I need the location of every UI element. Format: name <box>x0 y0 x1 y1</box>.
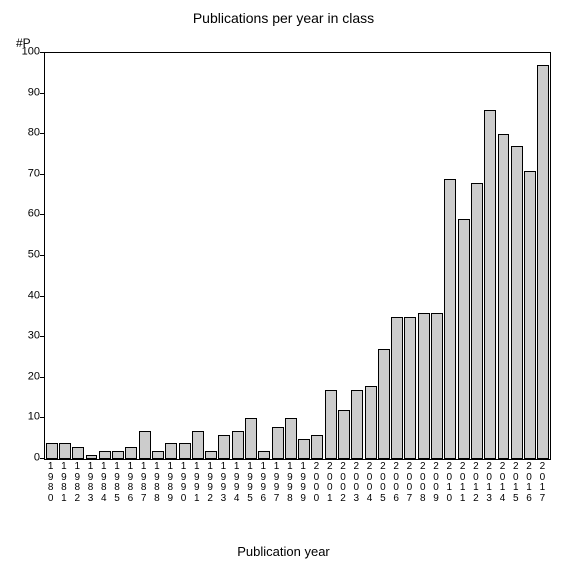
y-tick-label: 10 <box>28 412 40 423</box>
bar <box>298 439 310 459</box>
bar <box>484 110 496 459</box>
y-tick-mark <box>40 377 44 378</box>
bar <box>378 349 390 459</box>
y-axis-ticks: 0102030405060708090100 <box>0 52 44 458</box>
y-tick-mark <box>40 458 44 459</box>
x-tick-label: 2011 <box>457 462 469 504</box>
y-tick-mark <box>40 255 44 256</box>
y-tick-label: 20 <box>28 371 40 382</box>
y-tick-mark <box>40 214 44 215</box>
x-tick-label: 1983 <box>85 462 97 504</box>
y-tick-mark <box>40 133 44 134</box>
bar <box>351 390 363 459</box>
bar <box>537 65 549 459</box>
bar <box>524 171 536 459</box>
x-tick-label: 1991 <box>191 462 203 504</box>
bar <box>431 313 443 459</box>
x-tick-label: 2015 <box>510 462 522 504</box>
y-tick-label: 30 <box>28 331 40 342</box>
x-tick-label: 2014 <box>496 462 508 504</box>
bar <box>338 410 350 459</box>
x-tick-label: 2009 <box>430 462 442 504</box>
y-tick-label: 80 <box>28 128 40 139</box>
y-tick-label: 50 <box>28 250 40 261</box>
chart-container: Publications per year in class #P 010203… <box>0 0 567 567</box>
y-tick-label: 70 <box>28 168 40 179</box>
x-tick-label: 1987 <box>138 462 150 504</box>
bar <box>391 317 403 459</box>
x-tick-label: 1997 <box>271 462 283 504</box>
x-tick-label: 2010 <box>443 462 455 504</box>
chart-title: Publications per year in class <box>0 10 567 26</box>
x-tick-label: 2001 <box>324 462 336 504</box>
x-tick-label: 1982 <box>71 462 83 504</box>
x-tick-label: 1990 <box>178 462 190 504</box>
y-tick-mark <box>40 93 44 94</box>
bar <box>325 390 337 459</box>
bar <box>232 431 244 459</box>
bar <box>511 146 523 459</box>
y-tick-mark <box>40 336 44 337</box>
plot-area <box>44 52 551 460</box>
x-tick-label: 2013 <box>483 462 495 504</box>
bar <box>139 431 151 459</box>
x-tick-label: 2016 <box>523 462 535 504</box>
bar <box>59 443 71 459</box>
x-tick-label: 2012 <box>470 462 482 504</box>
bar <box>404 317 416 459</box>
bars-group <box>45 53 550 459</box>
x-tick-label: 1984 <box>98 462 110 504</box>
y-tick-mark <box>40 174 44 175</box>
bar <box>311 435 323 459</box>
bar <box>245 418 257 459</box>
x-tick-label: 1995 <box>244 462 256 504</box>
x-tick-label: 1999 <box>297 462 309 504</box>
x-tick-label: 1981 <box>58 462 70 504</box>
bar <box>444 179 456 459</box>
y-tick-label: 90 <box>28 87 40 98</box>
bar <box>272 427 284 459</box>
y-tick-mark <box>40 417 44 418</box>
x-tick-label: 2000 <box>310 462 322 504</box>
bar <box>285 418 297 459</box>
bar <box>46 443 58 459</box>
x-axis-label: Publication year <box>0 544 567 559</box>
bar <box>458 219 470 459</box>
bar <box>365 386 377 459</box>
x-tick-label: 2006 <box>390 462 402 504</box>
bar <box>179 443 191 459</box>
bar <box>418 313 430 459</box>
x-tick-label: 2002 <box>337 462 349 504</box>
x-tick-label: 1992 <box>204 462 216 504</box>
x-tick-label: 2005 <box>377 462 389 504</box>
bar <box>218 435 230 459</box>
x-tick-label: 2007 <box>403 462 415 504</box>
x-tick-label: 1993 <box>217 462 229 504</box>
x-tick-label: 2003 <box>350 462 362 504</box>
x-tick-label: 1985 <box>111 462 123 504</box>
x-tick-label: 2017 <box>536 462 548 504</box>
bar <box>471 183 483 459</box>
x-tick-label: 1998 <box>284 462 296 504</box>
bar <box>192 431 204 459</box>
y-tick-label: 40 <box>28 290 40 301</box>
x-tick-label: 1994 <box>231 462 243 504</box>
x-tick-label: 1988 <box>151 462 163 504</box>
x-tick-label: 2004 <box>364 462 376 504</box>
y-tick-label: 100 <box>22 47 40 58</box>
x-tick-label: 1986 <box>124 462 136 504</box>
y-tick-mark <box>40 52 44 53</box>
x-axis-ticks: 1980198119821983198419851986198719881989… <box>44 458 549 538</box>
y-tick-mark <box>40 296 44 297</box>
x-tick-label: 1996 <box>257 462 269 504</box>
x-tick-label: 1989 <box>164 462 176 504</box>
bar <box>165 443 177 459</box>
y-tick-label: 60 <box>28 209 40 220</box>
bar <box>498 134 510 459</box>
x-tick-label: 2008 <box>417 462 429 504</box>
x-tick-label: 1980 <box>45 462 57 504</box>
